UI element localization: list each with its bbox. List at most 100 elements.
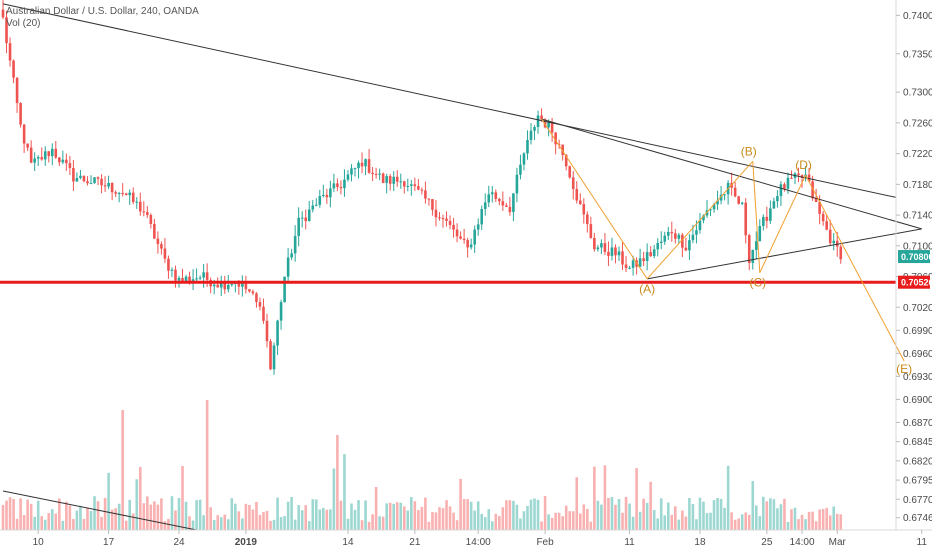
candle-body [631, 260, 635, 268]
candle [47, 151, 51, 163]
candle [445, 211, 448, 227]
volume-bar [367, 521, 371, 530]
candle-body [649, 252, 652, 257]
candle-body [149, 214, 153, 224]
candle-body [828, 229, 832, 244]
candle [357, 160, 360, 179]
candle [737, 195, 740, 205]
volume-bar [793, 507, 797, 530]
wave-segment[interactable] [805, 174, 905, 362]
volume-bar [325, 509, 329, 530]
candle-body [508, 206, 512, 213]
candle-body [325, 194, 329, 198]
volume-bar [100, 516, 103, 530]
volume-bar [381, 516, 385, 530]
candle-body [751, 249, 755, 263]
volume-bar [286, 501, 290, 530]
candle [103, 176, 107, 192]
wave-label: (E) [896, 362, 912, 376]
candle-body [505, 205, 508, 207]
candle-body [293, 235, 297, 254]
volume-bar [332, 468, 336, 530]
volume-bar [205, 400, 209, 530]
volume-bar [65, 501, 68, 530]
candle-body [216, 284, 220, 288]
wave-segment[interactable] [541, 118, 648, 280]
candle-body [205, 272, 209, 280]
volume-bar [582, 504, 586, 530]
candle-body [839, 246, 843, 260]
candle [346, 170, 350, 182]
candle-body [110, 182, 114, 193]
candle-body [346, 174, 350, 180]
candle [473, 225, 476, 254]
volume-bar [476, 501, 480, 530]
volume-bar [29, 503, 33, 530]
volume-bar [814, 521, 818, 530]
candle-body [160, 244, 163, 249]
candle [75, 172, 79, 182]
volume-bar [578, 513, 582, 530]
volume-bar [269, 520, 272, 530]
volume-trendline[interactable] [2, 490, 197, 531]
volume-bar [110, 509, 114, 530]
candle [12, 59, 15, 84]
volume-bar [12, 498, 15, 530]
candle-body [170, 269, 174, 271]
volume-bar [255, 501, 258, 530]
candle-body [258, 302, 262, 307]
volume-bar [783, 498, 786, 530]
long-term-resistance-trendline[interactable] [2, 3, 897, 198]
candle [311, 200, 315, 213]
volume-bar [828, 515, 832, 530]
volume-bar [40, 516, 44, 530]
triangle-lower-trendline[interactable] [647, 228, 922, 280]
candle [142, 201, 146, 217]
candle [146, 206, 149, 218]
candle [825, 214, 828, 231]
candle [195, 268, 198, 283]
volume-bar [142, 503, 146, 530]
volume-bar [589, 521, 593, 530]
candle [420, 187, 424, 195]
volume-bar [695, 519, 698, 530]
candle [462, 228, 466, 244]
candle-body [202, 272, 205, 278]
candle [821, 211, 825, 226]
volume-bar [117, 503, 121, 530]
candle [586, 211, 589, 233]
volume-bar [237, 511, 241, 530]
candle [505, 202, 508, 207]
candle [367, 149, 371, 174]
candle [483, 193, 487, 216]
candle [476, 218, 480, 236]
volume-bar [505, 500, 508, 530]
wave-segment[interactable] [759, 174, 807, 273]
candle [360, 152, 364, 174]
volume-bar [1, 504, 5, 530]
volume-bar [427, 521, 431, 530]
triangle-upper-trendline[interactable] [541, 118, 922, 230]
candle-body [473, 229, 476, 245]
wave-segment[interactable] [646, 160, 754, 280]
candle [339, 180, 343, 195]
volume-bar [395, 502, 399, 530]
candle-body [638, 258, 642, 267]
candle-body [417, 186, 420, 190]
candle-body [483, 202, 487, 210]
volume-bar [800, 514, 804, 530]
volume-bar [547, 514, 550, 530]
volume-bar [501, 507, 505, 530]
volume-bar [459, 478, 462, 530]
candle-body [65, 159, 68, 164]
volume-bar [311, 499, 315, 530]
candle-body [163, 248, 167, 259]
volume-bar [223, 514, 227, 530]
volume-bar [417, 510, 420, 530]
candle-body [674, 233, 677, 239]
candle-body [807, 174, 811, 182]
candle [828, 219, 832, 246]
wave-segment[interactable] [752, 161, 761, 273]
